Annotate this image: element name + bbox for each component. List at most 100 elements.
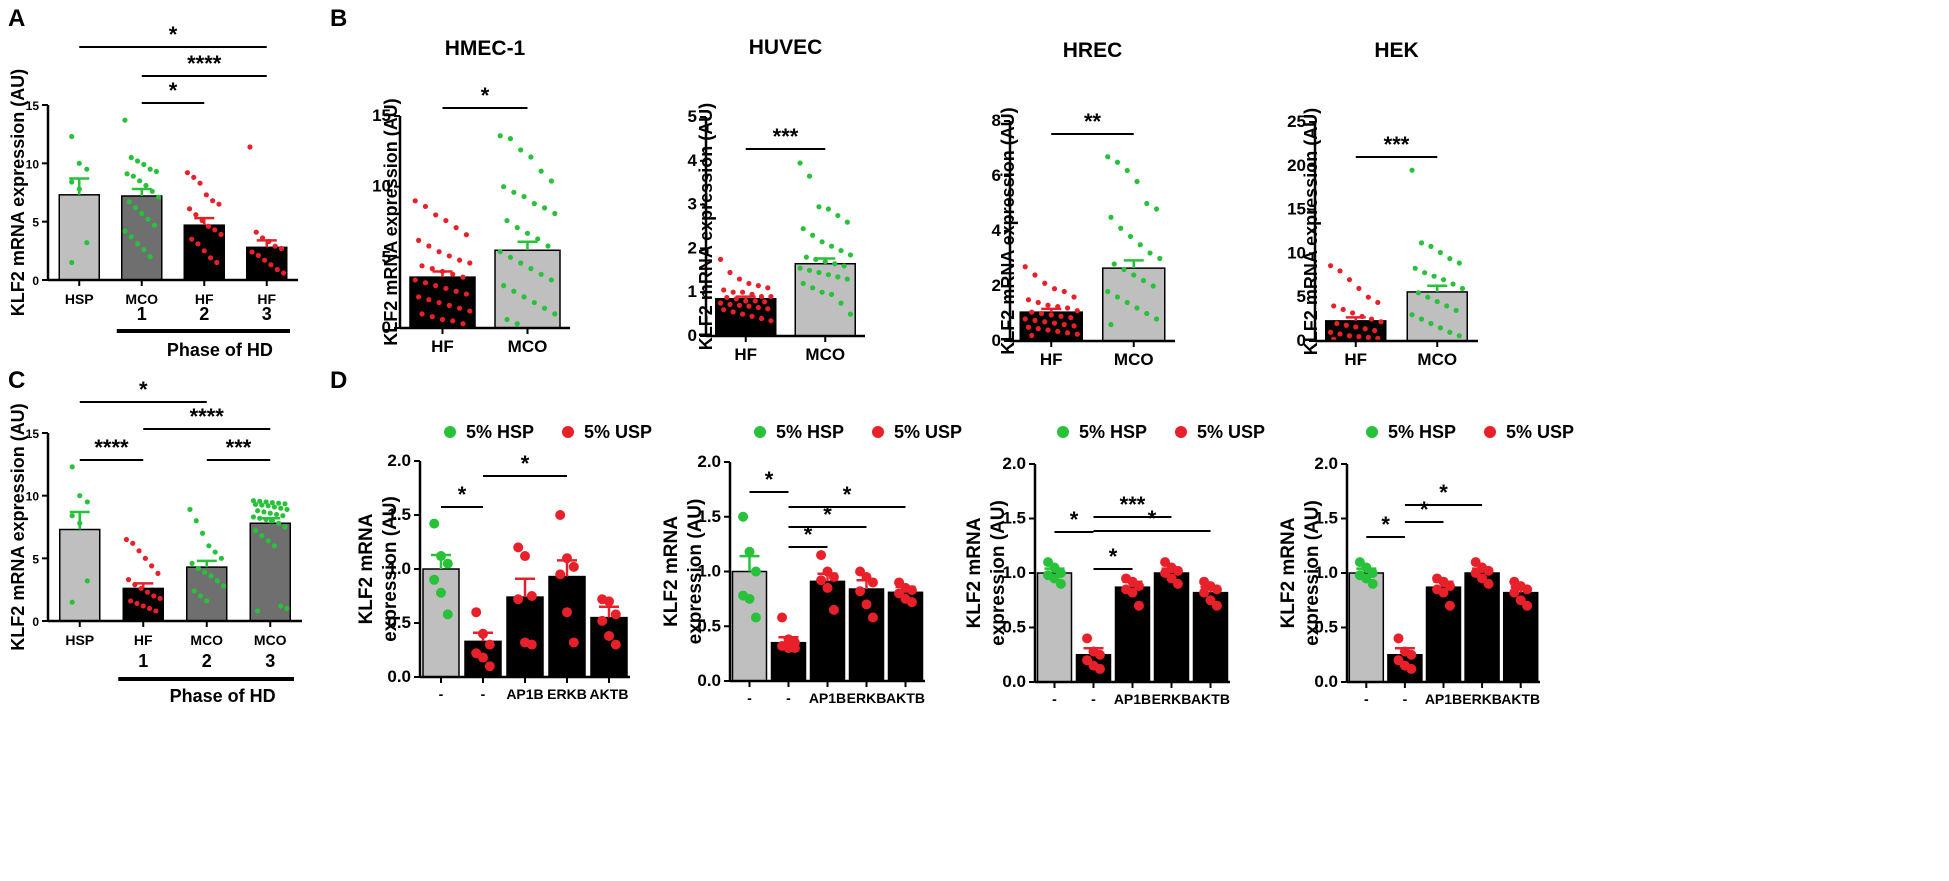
- legend-marker-usp: [1484, 426, 1496, 438]
- data-point: [136, 548, 142, 554]
- y-tick-label: 2.0: [1314, 454, 1338, 473]
- y-tick-label: 5: [1297, 287, 1306, 306]
- data-point: [284, 506, 290, 513]
- data-point: [280, 513, 286, 519]
- data-point: [282, 524, 288, 530]
- legend-label-usp: 5% USP: [894, 422, 962, 442]
- data-point: [1334, 320, 1340, 327]
- data-point: [1074, 308, 1080, 314]
- data-point: [867, 577, 878, 588]
- data-point: [1483, 578, 1494, 589]
- y-tick-label: 0.5: [387, 613, 411, 632]
- data-point: [1074, 331, 1080, 337]
- bar: [794, 262, 856, 337]
- legend-marker-hsp: [1366, 426, 1378, 438]
- data-point: [1111, 261, 1117, 267]
- data-point: [1367, 578, 1378, 589]
- data-point: [274, 266, 280, 273]
- data-point: [69, 133, 75, 140]
- data-point: [266, 238, 272, 245]
- data-point: [130, 540, 136, 546]
- data-point: [548, 178, 554, 184]
- y-tick-label: 1.5: [1002, 509, 1026, 528]
- data-point: [252, 528, 259, 534]
- data-point: [1153, 316, 1160, 322]
- data-point: [762, 299, 768, 305]
- data-point: [750, 612, 761, 623]
- data-point: [1134, 305, 1140, 311]
- data-point: [197, 180, 203, 186]
- data-point: [1331, 303, 1337, 309]
- data-point: [484, 661, 495, 672]
- data-point: [568, 561, 579, 572]
- data-point: [278, 603, 284, 609]
- data-point: [736, 302, 743, 308]
- data-point: [604, 630, 614, 641]
- data-point: [1140, 277, 1147, 284]
- data-point: [153, 168, 160, 175]
- x-tick-label: AKTB: [1501, 691, 1540, 707]
- data-point: [218, 555, 225, 561]
- data-point: [562, 607, 572, 618]
- data-point: [433, 212, 439, 218]
- significance-stars: ****: [94, 435, 129, 460]
- data-point: [203, 192, 209, 198]
- data-point: [195, 241, 201, 247]
- data-point: [77, 493, 83, 499]
- data-point: [1522, 600, 1533, 611]
- x-tick-label: AKTB: [886, 690, 925, 706]
- data-point: [210, 198, 216, 204]
- data-point: [1428, 243, 1434, 249]
- data-point: [195, 565, 201, 571]
- data-point: [259, 235, 266, 241]
- phase-number: 3: [262, 304, 272, 324]
- data-point: [562, 553, 572, 564]
- data-point: [269, 499, 275, 506]
- data-point: [280, 270, 287, 276]
- phase-label: Phase of HD: [170, 686, 276, 706]
- data-point: [412, 198, 418, 204]
- data-point: [122, 117, 128, 123]
- data-point: [765, 285, 771, 291]
- x-tick-label: -: [1091, 691, 1096, 707]
- data-point: [1025, 297, 1032, 303]
- data-point: [1368, 316, 1375, 322]
- data-point: [861, 599, 872, 610]
- y-tick-label: 4: [992, 221, 1002, 240]
- significance-stars: *: [1420, 497, 1429, 522]
- data-point: [746, 303, 752, 309]
- y-tick-label: 6: [992, 166, 1001, 185]
- data-point: [1428, 320, 1434, 327]
- data-point: [433, 283, 439, 289]
- data-point: [1124, 167, 1130, 174]
- data-point: [76, 186, 82, 192]
- data-point: [545, 243, 551, 249]
- data-point: [1048, 312, 1054, 318]
- significance-stars: *: [1439, 480, 1448, 505]
- data-point: [204, 598, 210, 604]
- data-point: [1406, 663, 1417, 674]
- x-tick-label: MCO: [125, 291, 158, 307]
- data-point: [521, 193, 527, 200]
- y-tick-label: 0.5: [1314, 618, 1338, 637]
- data-point: [189, 236, 195, 242]
- data-point: [1035, 326, 1041, 332]
- data-point: [220, 583, 227, 589]
- data-point: [1114, 159, 1121, 165]
- data-point: [147, 254, 153, 260]
- data-point: [1025, 324, 1032, 330]
- data-point: [844, 276, 850, 282]
- panel-label-b: B: [330, 5, 347, 32]
- y-tick-label: 2.0: [1002, 454, 1026, 473]
- data-point: [1055, 328, 1061, 334]
- data-point: [1124, 299, 1130, 306]
- data-point: [1447, 256, 1453, 262]
- bar: [422, 568, 460, 678]
- y-axis-label: KLF2 mRNA expression (AU): [381, 98, 401, 345]
- bar: [58, 194, 100, 281]
- data-point: [1444, 303, 1450, 309]
- data-point: [724, 294, 730, 301]
- legend-marker-usp: [872, 426, 884, 438]
- bar: [1153, 572, 1190, 683]
